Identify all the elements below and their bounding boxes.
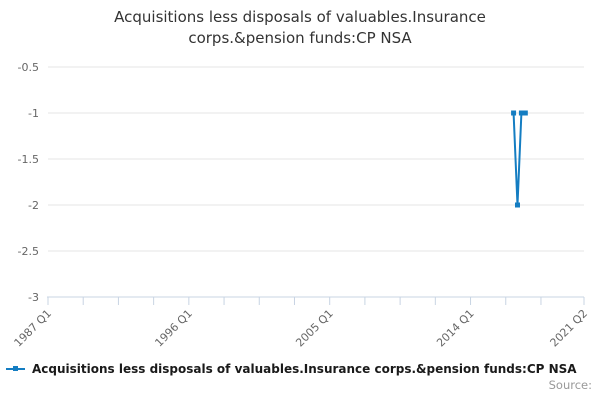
data-point-marker xyxy=(522,110,528,116)
plot-area: -0.5 -1 -1.5 -2 -2.5 -3 1987 Q1 1996 Q1 2005 Q1 2… xyxy=(12,61,591,350)
legend-label: Acquisitions less disposals of valuables… xyxy=(32,362,577,376)
y-axis-tick-label: -1.5 xyxy=(18,153,39,166)
x-axis-tick-label: 2014 Q1 xyxy=(434,307,477,350)
legend-line-marker-icon xyxy=(6,364,25,374)
y-axis-tick-label: -3 xyxy=(28,291,39,304)
x-axis-tick-label: 2021 Q2 xyxy=(548,307,591,350)
x-axis-tick-label: 2005 Q1 xyxy=(293,307,336,350)
source-label: Source: xyxy=(548,378,592,392)
data-point-marker xyxy=(511,110,517,116)
y-axis-tick-label: -1 xyxy=(28,107,39,120)
data-point-marker xyxy=(518,110,524,116)
chart-title-line1: Acquisitions less disposals of valuables… xyxy=(114,8,486,26)
x-axis-tick-label: 1996 Q1 xyxy=(152,307,195,350)
data-point-marker xyxy=(514,202,520,208)
chart-title: Acquisitions less disposals of valuables… xyxy=(0,7,600,49)
legend-item[interactable]: Acquisitions less disposals of valuables… xyxy=(6,362,577,376)
y-axis-tick-label: -0.5 xyxy=(18,61,39,74)
y-axis-tick-label: -2 xyxy=(28,199,39,212)
chart-title-line2: corps.&pension funds:CP NSA xyxy=(188,29,412,47)
x-axis-tick-label: 1987 Q1 xyxy=(12,307,55,350)
y-axis-tick-label: -2.5 xyxy=(18,245,39,258)
